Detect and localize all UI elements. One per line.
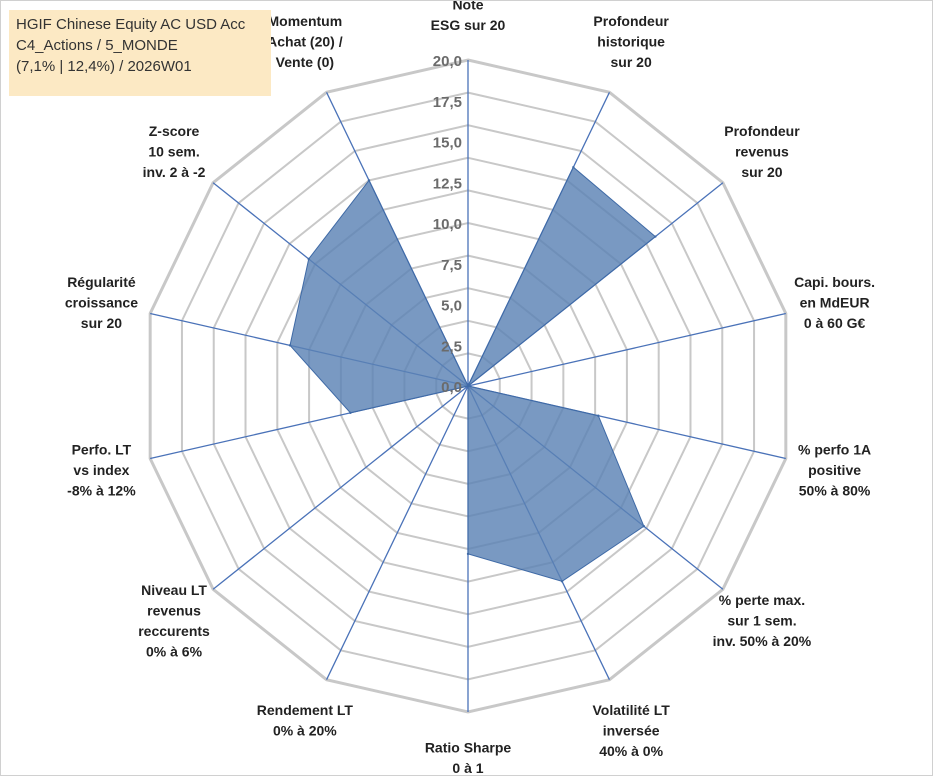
data-point bbox=[288, 344, 292, 347]
fund-name: HGIF Chinese Equity AC USD Acc bbox=[16, 16, 246, 33]
tick-label: 15,0 bbox=[433, 135, 462, 152]
series-area bbox=[289, 166, 657, 582]
axis-label: Rendement LT 0% à 20% bbox=[257, 702, 354, 739]
data-point bbox=[642, 525, 646, 528]
tick-label: 17,5 bbox=[433, 94, 462, 111]
axis-label: Note ESG sur 20 bbox=[431, 1, 506, 33]
axis-label: % perfo 1A positive 50% à 80% bbox=[798, 441, 871, 498]
axis-label: Momentum Achat (20) / Vente (0) bbox=[267, 13, 343, 70]
tick-label: 7,5 bbox=[441, 257, 462, 274]
axis-labels: Note ESG sur 20 Profondeur historique sur 20… bbox=[65, 1, 875, 775]
axis-label: Niveau LT revenus reccurents 0% à 6% bbox=[138, 582, 210, 660]
data-point bbox=[560, 580, 564, 583]
data-point bbox=[597, 414, 600, 417]
data-point bbox=[654, 235, 657, 238]
data-point bbox=[307, 257, 310, 261]
tick-label: 10,0 bbox=[433, 216, 462, 233]
axis-label: Profondeur revenus sur 20 bbox=[724, 123, 800, 180]
axis-label: % perte max. sur 1 sem. inv. 50% à 20% bbox=[713, 592, 812, 649]
data-point bbox=[367, 179, 371, 182]
data-point bbox=[572, 165, 575, 169]
tick-label: 0,0 bbox=[441, 379, 462, 396]
axis-label: Perfo. LT vs index -8% à 12% bbox=[67, 441, 136, 498]
tick-label: 2,5 bbox=[441, 338, 462, 355]
data-point bbox=[349, 411, 352, 415]
axis-label: Profondeur historique sur 20 bbox=[593, 13, 669, 70]
radar-series bbox=[288, 165, 657, 583]
radial-tick-labels: 0,0 2,5 5,0 7,5 10,0 12,5 15,0 17,5 20,0 bbox=[433, 53, 462, 396]
axis-spoke bbox=[212, 385, 469, 590]
fund-category: C4_Actions / 5_MONDE bbox=[16, 37, 178, 54]
axis-label: Volatilité LT inversée 40% à 0% bbox=[593, 702, 671, 759]
data-point bbox=[466, 552, 470, 556]
data-point bbox=[466, 384, 470, 388]
axis-label: Régularité croissance sur 20 bbox=[65, 274, 138, 331]
axis-spoke bbox=[325, 385, 469, 680]
fund-stats: (7,1% | 12,4%) / 2026W01 bbox=[16, 58, 192, 75]
axis-label: Z-score 10 sem. inv. 2 à -2 bbox=[143, 123, 206, 180]
fund-info-box: HGIF Chinese Equity AC USD Acc C4_Action… bbox=[9, 10, 271, 96]
axis-label: Ratio Sharpe 0 à 1 bbox=[425, 739, 512, 775]
tick-label: 12,5 bbox=[433, 175, 462, 192]
axis-spoke bbox=[467, 312, 786, 387]
tick-label: 5,0 bbox=[441, 298, 462, 315]
tick-label: 20,0 bbox=[433, 53, 462, 70]
axis-label: Capi. bours. en MdEUR 0 à 60 G€ bbox=[794, 274, 875, 331]
